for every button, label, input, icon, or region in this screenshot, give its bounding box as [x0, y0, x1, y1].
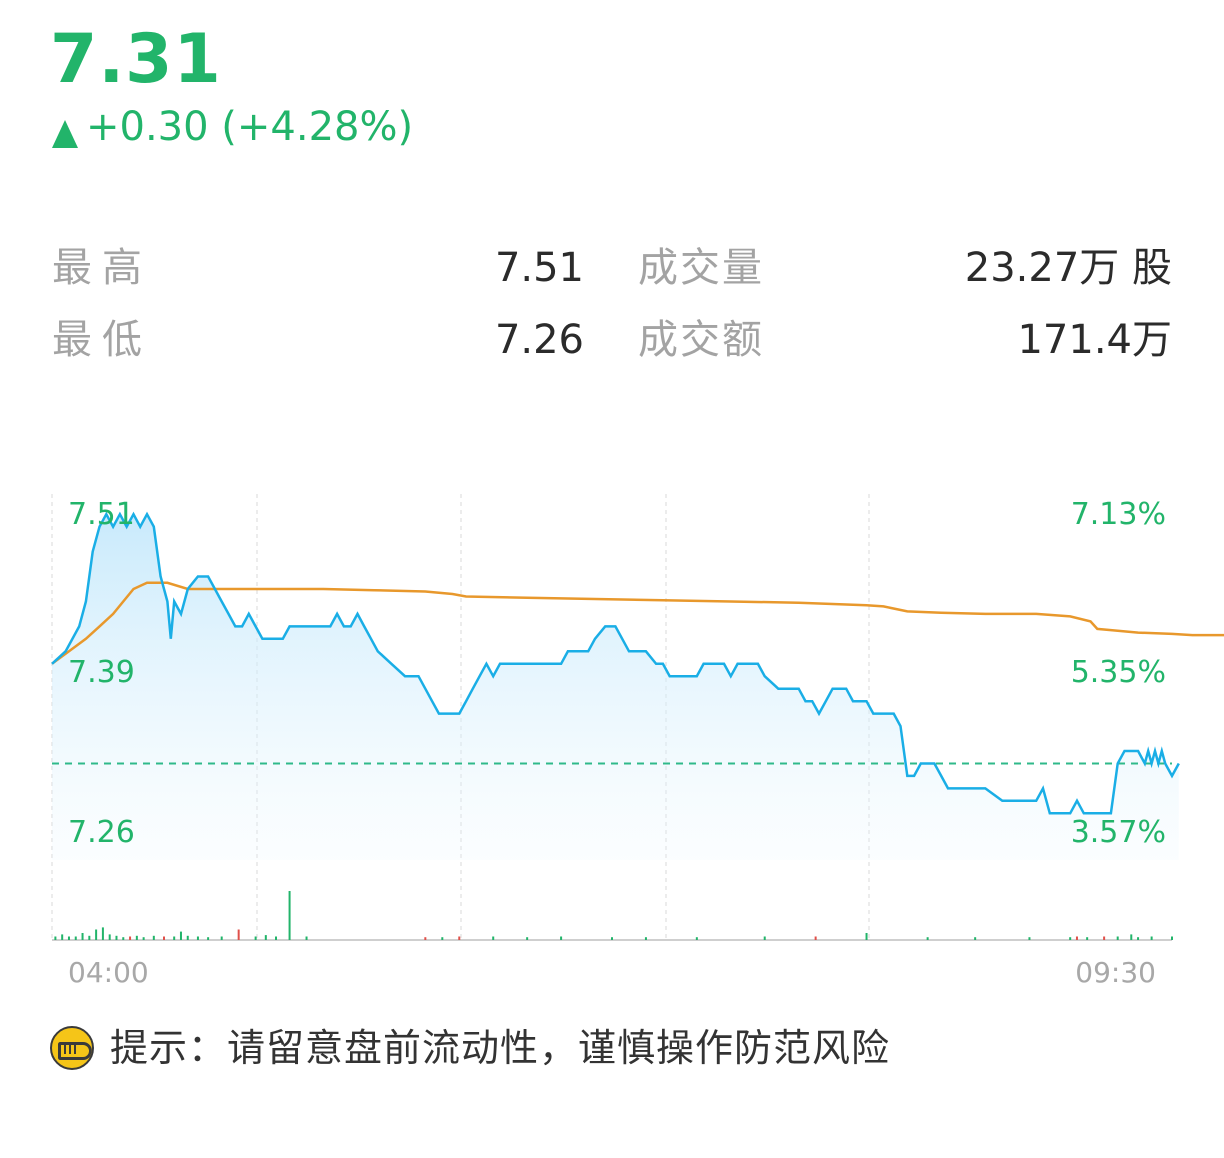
- y-right-label-1: 5.35%: [1071, 655, 1166, 690]
- volume-bar-1: [61, 934, 64, 940]
- volume-bar-9: [115, 935, 118, 940]
- price-change-text: +0.30 (+4.28%): [86, 104, 414, 150]
- volume-bar-48: [1130, 934, 1133, 940]
- intraday-chart[interactable]: 7.51 7.39 7.26 7.13% 5.35% 3.57% 04:00 09:30: [0, 480, 1224, 1000]
- volume-label: 成交量: [638, 245, 764, 291]
- price-area-fill: [52, 514, 1179, 860]
- volume-bar-41: [974, 937, 977, 940]
- volume-bar-10: [122, 937, 125, 940]
- volume-bar-28: [424, 937, 427, 940]
- volume-bar-47: [1116, 936, 1119, 940]
- volume-bar-23: [254, 936, 257, 940]
- volume-bar-45: [1086, 937, 1089, 940]
- volume-bar-44: [1075, 936, 1078, 940]
- volume-bar-33: [560, 936, 563, 940]
- current-price: 7.31: [50, 20, 222, 99]
- volume-bar-32: [526, 937, 529, 940]
- y-left-label-0: 7.51: [68, 497, 135, 532]
- volume-bar-43: [1069, 937, 1072, 940]
- volume-bar-22: [237, 929, 240, 940]
- volume-bar-19: [196, 936, 199, 940]
- x-label-start: 04:00: [68, 956, 149, 989]
- volume-bars: [54, 891, 1173, 940]
- low-value: 7.26: [494, 317, 584, 363]
- volume-bar-49: [1137, 937, 1140, 940]
- volume-bar-17: [179, 931, 182, 940]
- volume-bar-20: [207, 937, 210, 940]
- y-left-label-2: 7.26: [68, 815, 135, 850]
- volume-bar-39: [865, 933, 868, 940]
- volume-bar-30: [458, 936, 461, 940]
- volume-bar-42: [1028, 937, 1031, 940]
- volume-bar-34: [611, 937, 613, 940]
- volume-bar-12: [135, 935, 138, 940]
- volume-bar-15: [163, 936, 165, 940]
- volume-bar-8: [108, 934, 111, 940]
- volume-bar-40: [926, 937, 929, 940]
- high-label: 最高: [52, 245, 152, 291]
- axis-labels: 7.51 7.39 7.26 7.13% 5.35% 3.57% 04:00 09:30: [68, 497, 1166, 989]
- volume-bar-2: [67, 936, 70, 940]
- volume-bar-3: [74, 936, 77, 940]
- high-value: 7.51: [494, 245, 584, 291]
- low-label: 最低: [52, 317, 152, 363]
- price-line: [51, 511, 1180, 815]
- y-right-label-0: 7.13%: [1071, 497, 1166, 532]
- turnover-label: 成交额: [638, 317, 764, 363]
- volume-bar-5: [88, 935, 91, 940]
- volume-value: 23.27万 股: [964, 245, 1172, 291]
- risk-notice-text: 提示：请留意盘前流动性，谨慎操作防范风险: [110, 1026, 891, 1070]
- volume-bar-11: [129, 936, 132, 940]
- volume-bar-46: [1103, 936, 1106, 940]
- volume-bar-4: [81, 933, 84, 940]
- volume-bar-31: [492, 936, 495, 940]
- volume-bar-38: [814, 936, 817, 940]
- volume-bar-14: [152, 935, 155, 940]
- volume-bar-35: [644, 937, 647, 940]
- y-left-label-1: 7.39: [68, 655, 135, 690]
- volume-bar-24: [264, 935, 267, 940]
- volume-bar-6: [95, 929, 98, 940]
- volume-bar-21: [220, 936, 223, 940]
- volume-bar-0: [54, 936, 57, 940]
- volume-bar-25: [275, 936, 277, 940]
- volume-bar-16: [173, 936, 176, 940]
- turnover-value: 171.4万: [1017, 317, 1172, 363]
- volume-bar-37: [763, 936, 766, 940]
- price-change: +0.30 (+4.28%): [52, 106, 413, 148]
- y-right-label-2: 3.57%: [1071, 815, 1166, 850]
- volume-bar-36: [695, 937, 698, 940]
- volume-bar-51: [1171, 936, 1173, 940]
- risk-notice: 提示：请留意盘前流动性，谨慎操作防范风险: [50, 1026, 890, 1070]
- x-label-end: 09:30: [1075, 956, 1156, 989]
- triangle-up-icon: [52, 120, 78, 148]
- volume-bar-13: [142, 937, 145, 940]
- volume-bar-18: [186, 935, 189, 940]
- volume-bar-29: [441, 937, 444, 940]
- tip-icon: [50, 1026, 94, 1070]
- volume-bar-7: [101, 927, 104, 940]
- volume-bar-26: [288, 891, 291, 940]
- volume-bar-27: [305, 936, 308, 940]
- volume-bar-50: [1150, 936, 1153, 940]
